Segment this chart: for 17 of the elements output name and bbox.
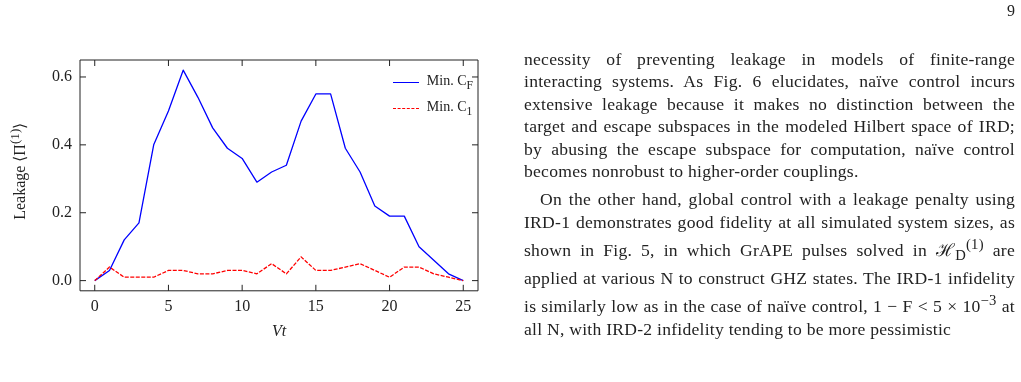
line-series	[94, 256, 464, 282]
x-tick-label: 5	[164, 296, 173, 314]
text: 9	[1007, 2, 1015, 20]
x-tick-label: 10	[234, 296, 251, 314]
text: On the other hand, global control with a leakage penalty using IRD-1 demonstrates good fidelity at all simulated system sizes, as shown in Fig. 5, in which GrAPE pulses solved in ℋ$_{D}$$^{(1)}$ are applied at various N to construct GHZ states. The IRD-1 infidelity is similarly low as in the case of naïve control, 1 − F < 5 × 10$^{−3}$ at all N, with IRD-2 infidelity tending to be more pessimistic	[524, 189, 1015, 339]
legend-label: Min. C$_{F}$	[426, 72, 473, 94]
x-axis-title: Vt	[270, 322, 288, 340]
y-tick-label: 0.4	[52, 135, 72, 153]
x-tick-label: 25	[455, 296, 472, 314]
y-tick-label: 0.0	[52, 270, 72, 288]
y-tick-label: 0.2	[52, 202, 72, 220]
x-tick-label: 0	[90, 296, 99, 314]
y-tick-label: 0.6	[52, 67, 72, 85]
text: necessity of preventing leakage in models of finite-range interacting systems. As Fig. 6 elucidates, naïve control incurs extensive leakage because it makes no distinction between the target and escape subspaces in the modeled Hilbert space of IRD; by abusing the escape subspace for computation, naïve control becomes nonrobust to higher-order couplings.	[524, 48, 1015, 183]
legend-label: Min. C$_{1}$	[426, 97, 473, 120]
x-tick-label: 20	[381, 296, 398, 314]
x-tick-label: 15	[307, 296, 324, 314]
